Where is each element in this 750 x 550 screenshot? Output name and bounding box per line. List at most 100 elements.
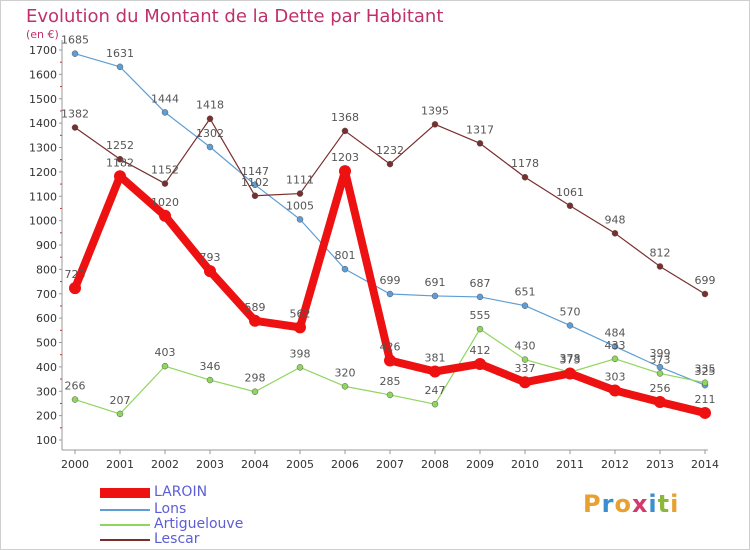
data-label-laroin: 303	[605, 371, 626, 384]
data-label-lons: 1631	[106, 47, 134, 60]
data-point-lescar	[116, 155, 124, 163]
data-point-lons	[116, 63, 124, 71]
y-tick-label: 1000	[29, 215, 57, 228]
data-label-artiguelouve: 403	[155, 346, 176, 359]
data-label-laroin: 562	[290, 307, 311, 320]
data-label-lescar: 1232	[376, 144, 404, 157]
data-label-artiguelouve: 207	[110, 394, 131, 407]
y-tick-label: 900	[36, 239, 57, 252]
data-label-lons: 570	[560, 305, 581, 318]
data-label-lescar: 1317	[466, 123, 494, 136]
data-label-laroin: 211	[695, 393, 716, 406]
data-label-lescar: 1178	[511, 157, 539, 170]
data-label-artiguelouve: 555	[470, 309, 491, 322]
x-tick-label: 2012	[601, 458, 629, 471]
data-label-lescar: 948	[605, 213, 626, 226]
x-tick-label: 2008	[421, 458, 449, 471]
data-label-lons: 1147	[241, 165, 269, 178]
data-point-laroin	[564, 367, 576, 380]
data-label-lescar: 1152	[151, 164, 179, 177]
x-tick-label: 2007	[376, 458, 404, 471]
legend-label-artiguelouve: Artiguelouve	[154, 516, 244, 532]
data-label-lescar: 1102	[241, 176, 269, 189]
legend-label-lescar: Lescar	[154, 531, 200, 547]
data-point-laroin	[294, 321, 306, 334]
y-tick-label: 600	[36, 312, 57, 325]
data-point-laroin	[339, 165, 351, 178]
data-label-lons: 484	[605, 326, 626, 339]
data-label-laroin: 793	[200, 251, 221, 264]
data-label-lescar: 1418	[196, 99, 224, 112]
data-point-lescar	[161, 180, 169, 187]
data-point-lescar	[431, 121, 439, 128]
data-point-laroin	[474, 357, 486, 370]
y-tick-label: 1300	[29, 142, 57, 155]
legend-label-lons: Lons	[154, 501, 187, 517]
data-label-laroin: 723	[65, 268, 86, 281]
x-tick-label: 2009	[466, 458, 494, 471]
data-label-artiguelouve: 335	[695, 363, 716, 376]
data-point-artiguelouve	[71, 396, 79, 403]
data-label-lescar: 1382	[61, 108, 89, 121]
y-tick-label: 100	[36, 434, 57, 447]
y-tick-label: 800	[36, 263, 57, 276]
data-point-lons	[386, 290, 394, 298]
data-point-lescar	[566, 202, 574, 210]
data-point-laroin	[654, 395, 666, 408]
data-label-artiguelouve: 298	[245, 372, 266, 385]
legend-swatch-laroin	[100, 488, 150, 498]
data-label-artiguelouve: 266	[65, 380, 86, 393]
data-label-laroin: 381	[425, 352, 446, 365]
data-point-lescar	[701, 290, 709, 298]
data-label-lescar: 812	[650, 246, 671, 259]
data-point-artiguelouve	[521, 356, 529, 363]
x-tick-label: 2003	[196, 458, 224, 471]
data-label-artiguelouve: 285	[380, 375, 401, 388]
data-point-lescar	[386, 160, 394, 168]
y-axis-unit-label: (en €)	[26, 28, 59, 41]
y-tick-label: 700	[36, 288, 57, 301]
x-tick-label: 2001	[106, 458, 134, 471]
data-point-lescar	[476, 140, 484, 147]
x-tick-label: 2014	[691, 458, 719, 471]
data-point-laroin	[429, 365, 441, 378]
legend-label-laroin: LAROIN	[154, 484, 208, 500]
y-tick-label: 1400	[29, 117, 57, 130]
y-tick-label: 200	[36, 410, 57, 423]
data-point-lons	[656, 363, 664, 371]
x-tick-label: 2010	[511, 458, 539, 471]
data-label-laroin: 589	[245, 301, 266, 314]
data-point-artiguelouve	[251, 388, 259, 395]
data-point-artiguelouve	[341, 383, 349, 390]
data-label-artiguelouve: 373	[650, 353, 671, 366]
data-point-lons	[566, 322, 574, 329]
data-point-lescar	[611, 230, 619, 237]
data-label-lons: 801	[335, 249, 356, 262]
data-point-lons	[71, 50, 79, 57]
data-point-lescar	[341, 127, 349, 135]
legend-swatch-artiguelouve	[100, 524, 150, 526]
data-point-lescar	[206, 115, 214, 122]
data-label-lons: 691	[425, 276, 446, 289]
x-tick-label: 2005	[286, 458, 314, 471]
data-label-laroin: 426	[380, 341, 401, 354]
data-point-laroin	[204, 265, 216, 278]
data-point-lons	[251, 181, 259, 189]
data-point-lescar	[296, 190, 304, 197]
y-tick-label: 1500	[29, 93, 57, 106]
y-tick-label: 1600	[29, 68, 57, 81]
data-point-artiguelouve	[386, 391, 394, 399]
data-label-lescar: 699	[695, 274, 716, 287]
data-point-artiguelouve	[476, 325, 484, 333]
data-label-artiguelouve: 378	[560, 352, 581, 365]
data-point-lons	[611, 343, 619, 350]
x-tick-label: 2002	[151, 458, 179, 471]
x-tick-label: 2013	[646, 458, 674, 471]
data-point-laroin	[114, 170, 126, 183]
data-label-lons: 1685	[61, 34, 89, 47]
data-label-artiguelouve: 430	[515, 340, 536, 353]
data-label-laroin: 1182	[106, 156, 134, 169]
data-label-lons: 699	[380, 274, 401, 287]
y-tick-label: 500	[36, 337, 57, 350]
data-label-lescar: 1368	[331, 111, 359, 124]
